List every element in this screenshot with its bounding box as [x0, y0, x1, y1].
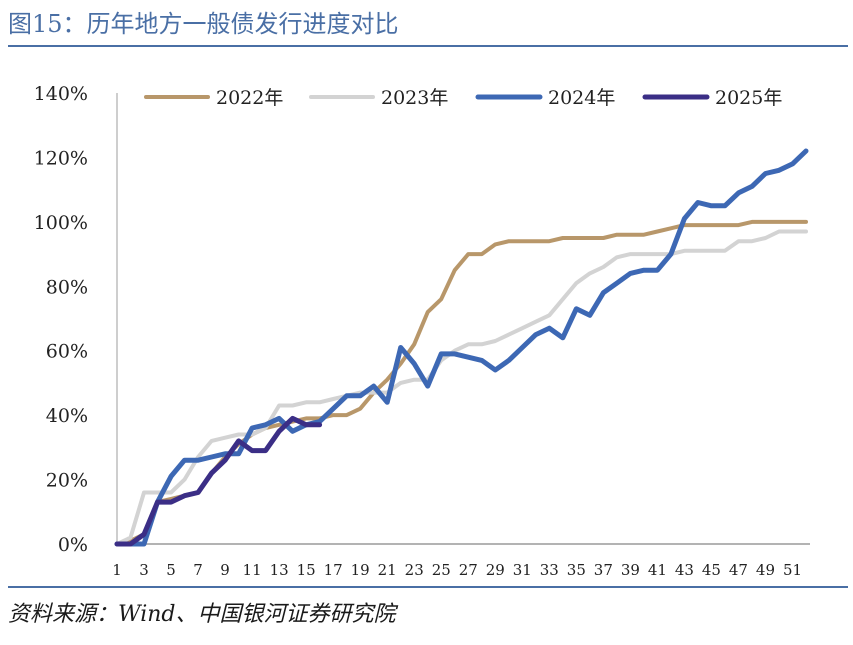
- y-axis-ticks: 0% 20% 40% 60% 80% 100% 120% 140%: [34, 83, 88, 556]
- title-divider: [8, 45, 848, 47]
- series-line-2023年: [115, 229, 808, 546]
- x-tick-label: 35: [567, 561, 586, 579]
- x-tick-label: 19: [351, 561, 370, 579]
- x-tick-label: 31: [513, 561, 532, 579]
- x-tick-label: 3: [139, 561, 149, 579]
- y-tick-label: 100%: [34, 212, 88, 234]
- x-tick-label: 41: [648, 561, 667, 579]
- x-tick-label: 23: [405, 561, 424, 579]
- y-tick-label: 120%: [34, 147, 88, 169]
- x-tick-label: 51: [783, 561, 802, 579]
- x-tick-label: 49: [756, 561, 775, 579]
- legend-label-2024年: 2024年: [548, 87, 615, 109]
- figure-title: 图15：历年地方一般债发行进度对比: [8, 10, 399, 38]
- line-chart: 0%20%40%60%80%100%120%140% 1 3 5 7 9 11 13 15 17…: [34, 83, 810, 579]
- legend: 2022年 2023年 2024年 2025年: [144, 87, 782, 109]
- y-tick-label: 20%: [46, 470, 88, 492]
- y-tick-label: 80%: [46, 276, 88, 298]
- series-lines: [114, 148, 809, 547]
- series-line-2025年: [114, 415, 323, 547]
- source-divider: [8, 586, 848, 588]
- x-tick-label: 5: [166, 561, 176, 579]
- y-tick-label: 60%: [46, 341, 88, 363]
- x-tick-label: 17: [324, 561, 343, 579]
- x-tick-label: 43: [675, 561, 694, 579]
- x-tick-label: 25: [432, 561, 451, 579]
- x-tick-label: 39: [621, 561, 640, 579]
- x-tick-label: 33: [540, 561, 559, 579]
- x-tick-label: 9: [220, 561, 230, 579]
- x-tick-label: 11: [243, 561, 262, 579]
- y-tick-label: 0%: [58, 534, 88, 556]
- x-tick-label: 21: [378, 561, 397, 579]
- x-tick-label: 7: [193, 561, 203, 579]
- x-tick-label: 47: [729, 561, 748, 579]
- x-tick-label: 37: [594, 561, 613, 579]
- source-note: 资料来源：Wind、中国银河证券研究院: [8, 602, 396, 627]
- legend-label-2023年: 2023年: [381, 87, 448, 109]
- legend-label-2022年: 2022年: [216, 87, 283, 109]
- x-tick-label: 15: [297, 561, 316, 579]
- x-axis-ticks: 1 3 5 7 9 11 13 15 17 19 21 23 25 27 29 31 33 35 37 39 41 43 4…: [112, 561, 802, 579]
- series-line-2022年: [115, 219, 808, 546]
- x-tick-label: 1: [112, 561, 122, 579]
- x-tick-label: 45: [702, 561, 721, 579]
- legend-label-2025年: 2025年: [715, 87, 782, 109]
- x-tick-label: 13: [270, 561, 289, 579]
- y-tick-label: 140%: [34, 83, 88, 105]
- y-tick-label: 40%: [46, 405, 88, 427]
- x-tick-label: 27: [459, 561, 478, 579]
- x-tick-label: 29: [486, 561, 505, 579]
